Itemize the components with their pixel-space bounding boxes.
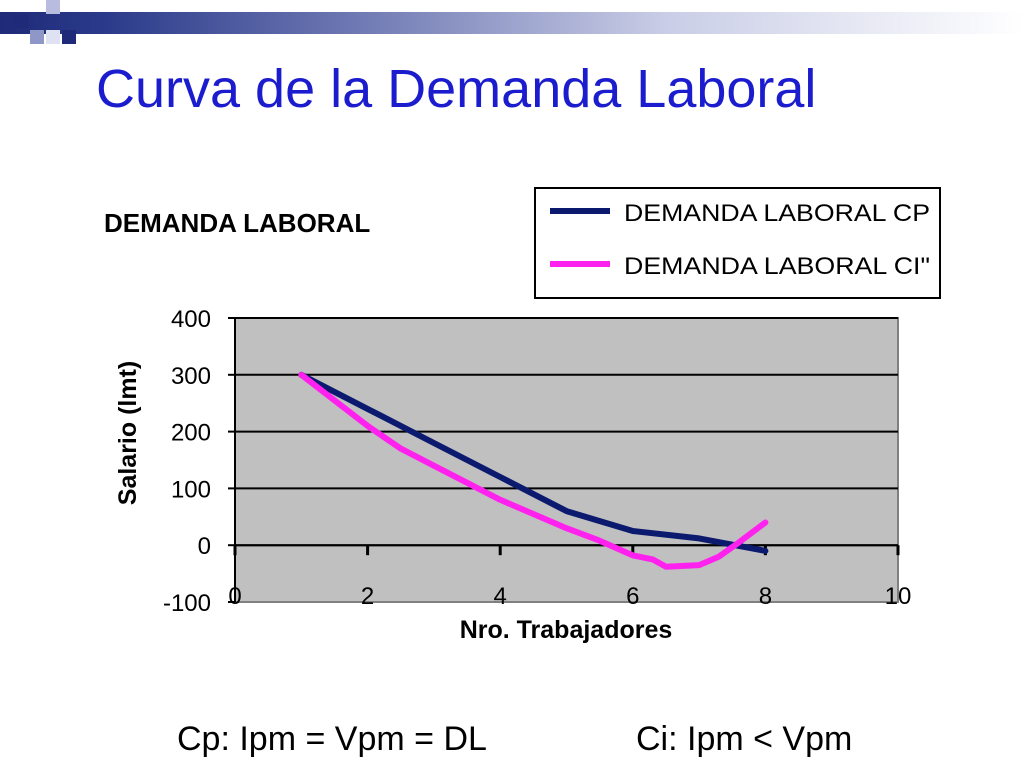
x-tick-label: 6 [626,583,639,610]
series-line-cp [298,371,769,554]
series-line-ci [298,371,769,570]
x-axis-title: Nro. Trabajadores [460,616,673,644]
header-square-decoration [62,30,76,44]
legend: DEMANDA LABORAL CP DEMANDA LABORAL CI" [534,187,941,299]
y-tick-label: -100 [163,590,211,617]
y-tick-label: 300 [171,363,211,390]
legend-label-ci: DEMANDA LABORAL CI" [624,253,930,280]
series-lines [298,371,769,570]
header-square-decoration [14,14,28,28]
header-square-decoration [30,30,44,44]
chart-title: DEMANDA LABORAL [104,208,370,238]
x-tick-label: 10 [885,583,912,610]
x-tick-label: 4 [494,583,507,610]
axes [228,317,900,603]
x-tick-label: 2 [361,583,374,610]
plot-area [234,317,899,603]
y-tick-label: 400 [171,306,211,333]
x-tick-label: 8 [759,583,772,610]
x-tick-label: 0 [228,583,241,610]
y-tick-label: 100 [171,476,211,503]
legend-label-cp: DEMANDA LABORAL CP [624,200,930,227]
y-tick-label: 0 [198,533,211,560]
header-gradient-bar [0,12,1024,34]
header-square-decoration [46,0,60,14]
legend-box [534,187,941,299]
footer-cp-formula: Cp: Ipm = Vpm = DL [177,720,487,758]
header-square-decoration [46,30,60,44]
y-axis-title: Salario (lmt) [114,361,142,505]
y-tick-label: 200 [171,420,211,447]
footer-ci-formula: Ci: Ipm < Vpm [636,720,853,758]
slide-title: Curva de la Demanda Laboral [96,59,817,119]
tick-labels: 400 300 200 100 0 -100 0 2 4 6 8 10 [163,306,911,617]
